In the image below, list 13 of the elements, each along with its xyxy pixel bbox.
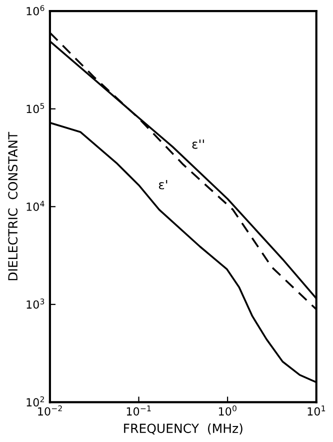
series-label: ε' — [158, 180, 168, 190]
x-tick-label: 10$^{0}$ — [218, 405, 236, 416]
y-tick-label: 10$^{3}$ — [26, 298, 44, 309]
x-tick-label: 10$^{−2}$ — [38, 405, 62, 416]
x-tick-label: 10$^{1}$ — [308, 406, 326, 416]
series-label: ε'' — [192, 140, 204, 149]
y-tick-label: 10$^{4}$ — [26, 200, 44, 211]
y-tick-label: 10$^{2}$ — [26, 396, 44, 407]
x-axis-title: FREQUENCY (MHz) — [124, 423, 242, 435]
y-tick-label: 10$^{6}$ — [26, 5, 44, 16]
y-tick-label: 10$^{5}$ — [26, 103, 44, 114]
y-axis-title: DIELECTRIC CONSTANT — [8, 132, 18, 280]
x-tick-label: 10$^{−1}$ — [126, 406, 151, 416]
